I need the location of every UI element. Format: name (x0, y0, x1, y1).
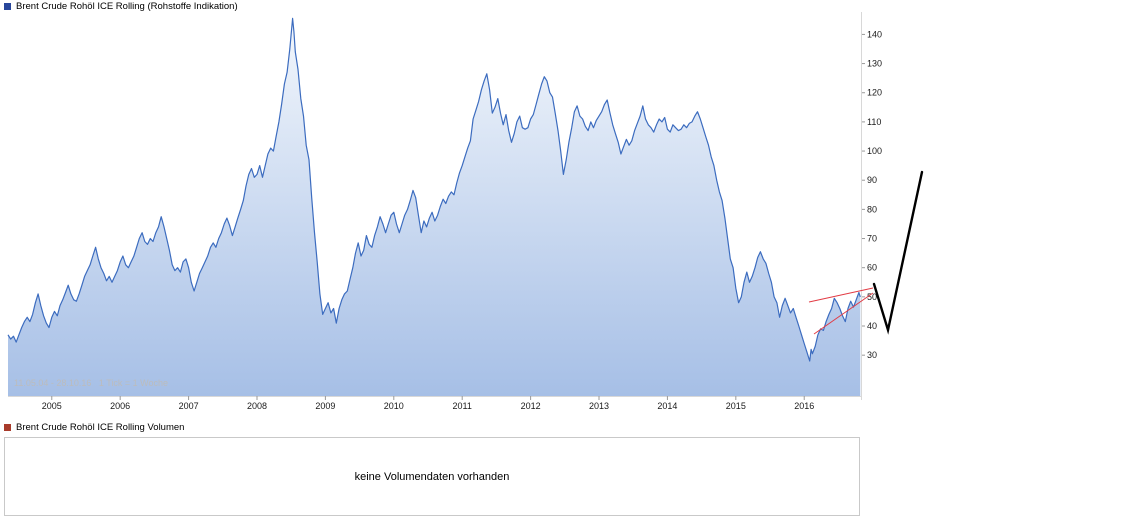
volume-series-icon (4, 424, 11, 431)
trendline-annotation (808, 287, 874, 303)
price-series-icon (4, 3, 11, 10)
x-tick-label: 2007 (179, 401, 199, 411)
y-tick-label: 70 (867, 234, 877, 244)
x-tick-label: 2011 (453, 401, 472, 411)
y-axis-labels: 140 130 120 110 100 90 80 70 60 50 40 30 (862, 29, 882, 360)
y-tick-label: 130 (867, 59, 882, 69)
trendline-annotation (813, 292, 874, 335)
chart-watermark: 11.05.04 - 28.10.16 1 Tick = 1 Woche (14, 378, 168, 388)
x-tick-label: 2005 (42, 401, 62, 411)
x-tick-label: 2008 (247, 401, 267, 411)
y-tick-label: 100 (867, 146, 882, 156)
volume-empty-panel: keine Volumendaten vorhanden (4, 437, 860, 516)
x-tick-label: 2010 (384, 401, 404, 411)
y-tick-label: 40 (867, 321, 877, 331)
x-tick-label: 2012 (521, 401, 541, 411)
price-line (7, 17, 861, 362)
y-tick-label: 110 (867, 117, 881, 127)
x-tick-label: 2015 (726, 401, 746, 411)
volume-chart-title: Brent Crude Rohöl ICE Rolling Volumen (16, 422, 185, 433)
y-tick-label: 30 (867, 350, 877, 360)
y-tick-label: 140 (867, 29, 882, 39)
volume-chart-legend: Brent Crude Rohöl ICE Rolling Volumen (4, 422, 184, 433)
price-area (8, 18, 861, 397)
freehand-trend-annotation (872, 170, 924, 335)
x-axis-labels: 2005 2006 2007 2008 2009 2010 2011 2012 2013 2014… (42, 396, 814, 411)
y-tick-label: 80 (867, 204, 877, 214)
y-tick-label: 90 (867, 175, 877, 185)
x-tick-label: 2009 (315, 401, 335, 411)
y-tick-label: 50 (867, 292, 877, 302)
volume-empty-message: keine Volumendaten vorhanden (354, 470, 510, 483)
x-tick-label: 2014 (657, 401, 677, 411)
x-tick-label: 2006 (110, 401, 130, 411)
x-tick-label: 2016 (794, 401, 814, 411)
y-tick-label: 60 (867, 263, 877, 273)
price-chart-title: Brent Crude Rohöl ICE Rolling (Rohstoffe… (16, 1, 238, 12)
y-tick-label: 120 (867, 88, 882, 98)
x-tick-label: 2013 (589, 401, 609, 411)
price-chart-legend: Brent Crude Rohöl ICE Rolling (Rohstoffe… (4, 1, 238, 12)
